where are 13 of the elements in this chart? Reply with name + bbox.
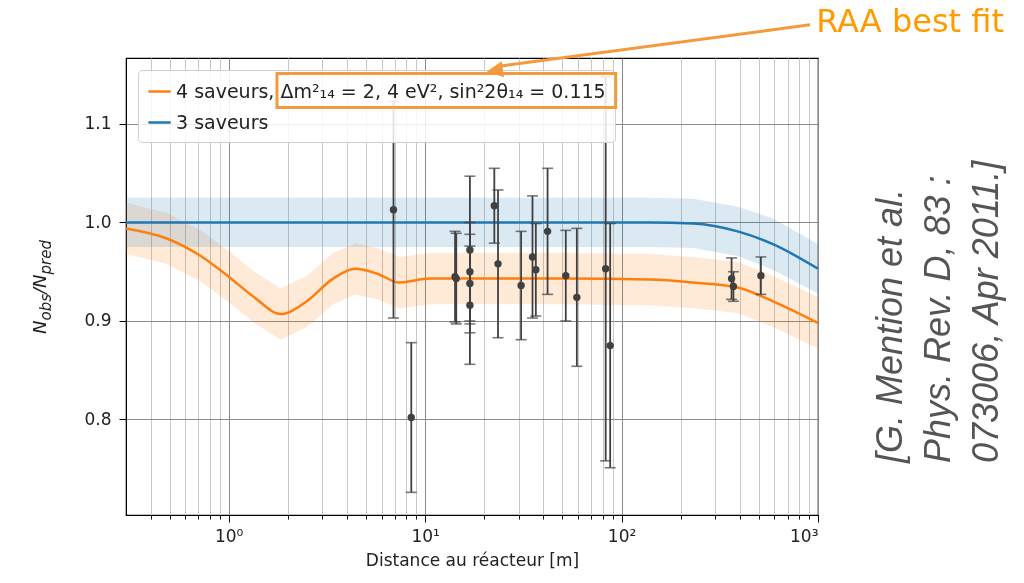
x-tick-label: 10³: [790, 525, 819, 546]
text: [G. Mention et al. Phys. Rev. D, 83 : 073006, Apr 2011.]: [868, 159, 1007, 463]
text: RAA best fit: [816, 2, 1004, 40]
y-tick-label: 0.9: [84, 310, 112, 331]
y-tick-label: 0.8: [84, 408, 112, 429]
x-axis-title: Distance au réacteur [m]: [365, 549, 580, 570]
legend-label: 3 saveurs: [176, 110, 269, 133]
x-tick-label: 10⁰: [214, 525, 244, 546]
y-tick-label: 1.0: [84, 211, 112, 232]
x-tick-label: 10¹: [411, 525, 440, 546]
x-tick-label: 10²: [607, 525, 637, 546]
y-tick-label: 1.1: [84, 113, 112, 134]
legend-label: 4 saveurs, Δm²₁₄ = 2, 4 eV², sin²2θ₁₄ = 0.115: [176, 79, 606, 102]
